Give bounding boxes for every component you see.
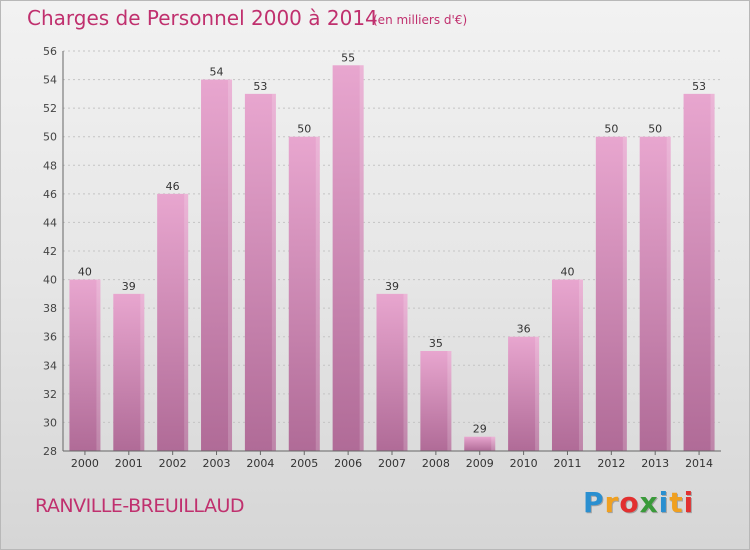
bar-2007 [376, 293, 408, 451]
bar-2008 [420, 351, 452, 451]
bars [69, 65, 715, 452]
data-label-2010: 36 [517, 323, 531, 336]
y-tick-label: 30 [43, 416, 57, 429]
y-tick-label: 44 [43, 216, 57, 229]
data-label-2013: 50 [648, 123, 662, 136]
bar-highlight [184, 193, 189, 451]
x-tick-label-2010: 2010 [510, 457, 538, 470]
y-tick-label: 28 [43, 445, 57, 458]
y-tick-label: 56 [43, 45, 57, 58]
y-tick-label: 38 [43, 302, 57, 315]
y-tick-label: 52 [43, 102, 57, 115]
logo-letter: i [658, 486, 670, 519]
x-tick-label-2003: 2003 [203, 457, 231, 470]
y-tick-label: 48 [43, 159, 57, 172]
bar-highlight [315, 136, 320, 451]
bar-highlight [140, 293, 145, 451]
data-label-2004: 53 [253, 80, 267, 93]
bar-2005 [288, 136, 320, 451]
bar-highlight [535, 336, 540, 451]
bar-2009 [464, 436, 496, 451]
chart-title: Charges de Personnel 2000 à 2014 [27, 6, 378, 30]
y-tick-label: 42 [43, 245, 57, 258]
x-tick-label-2005: 2005 [290, 457, 318, 470]
logo-letter: o [619, 486, 640, 519]
logo-letter: t [669, 486, 684, 519]
bar-highlight [403, 293, 408, 451]
data-label-2003: 54 [210, 66, 224, 79]
bar-2002 [157, 193, 189, 451]
data-label-2012: 50 [604, 123, 618, 136]
data-label-2001: 39 [122, 280, 136, 293]
x-tick-label-2000: 2000 [71, 457, 99, 470]
logo-letter: x [639, 486, 659, 519]
bar-2004 [244, 93, 276, 451]
logo-letter: r [604, 486, 620, 519]
chart-subtitle: (en milliers d'€) [373, 13, 468, 27]
y-tick-label: 32 [43, 388, 57, 401]
x-tick-label-2014: 2014 [685, 457, 713, 470]
bar-2001 [113, 293, 145, 451]
x-tick-label-2008: 2008 [422, 457, 450, 470]
x-tick-label-2009: 2009 [466, 457, 494, 470]
data-label-2005: 50 [297, 123, 311, 136]
x-tick-label-2002: 2002 [159, 457, 187, 470]
x-tick-label-2006: 2006 [334, 457, 362, 470]
y-tick-label: 46 [43, 188, 57, 201]
bar-2011 [551, 279, 583, 451]
logo-letter: i [683, 486, 695, 519]
bar-2003 [201, 79, 233, 452]
x-axis: 2000 2001 2002 2003 2004 2005 2006 2007 2008 2009… [71, 451, 713, 470]
bar-highlight [578, 279, 583, 451]
y-tick-label: 54 [43, 74, 57, 87]
bar-2012 [595, 136, 627, 451]
x-tick-label-2004: 2004 [246, 457, 274, 470]
bar-highlight [359, 65, 364, 452]
bar-2010 [508, 336, 540, 451]
data-label-2008: 35 [429, 337, 443, 350]
bar-2013 [639, 136, 671, 451]
data-label-2006: 55 [341, 51, 355, 64]
bar-highlight [622, 136, 627, 451]
data-label-2014: 53 [692, 80, 706, 93]
x-tick-label-2007: 2007 [378, 457, 406, 470]
bar-2006 [332, 65, 364, 452]
y-tick-label: 36 [43, 331, 57, 344]
bar-highlight [710, 93, 715, 451]
x-tick-label-2012: 2012 [597, 457, 625, 470]
bar-2000 [69, 279, 101, 451]
data-label-2007: 39 [385, 280, 399, 293]
data-label-2002: 46 [166, 180, 180, 193]
bar-highlight [96, 279, 101, 451]
bar-highlight [271, 93, 276, 451]
y-tick-label: 40 [43, 274, 57, 287]
x-tick-label-2001: 2001 [115, 457, 143, 470]
y-tick-label: 34 [43, 359, 57, 372]
logo-letter: P [583, 486, 605, 519]
data-labels: 40 39 46 54 53 50 55 39 35 29 36 40 50 50 53 [78, 51, 706, 435]
data-label-2009: 29 [473, 423, 487, 436]
bar-highlight [666, 136, 671, 451]
x-tick-label-2011: 2011 [553, 457, 581, 470]
commune-name: RANVILLE-BREUILLAUD [35, 495, 245, 517]
bar-highlight [491, 436, 496, 451]
proxiti-logo: Proxiti [583, 486, 694, 519]
x-tick-label-2013: 2013 [641, 457, 669, 470]
data-label-2011: 40 [560, 266, 574, 279]
bar-highlight [447, 351, 452, 451]
bar-2014 [683, 93, 715, 451]
data-label-2000: 40 [78, 266, 92, 279]
bar-highlight [228, 79, 233, 452]
y-tick-label: 50 [43, 131, 57, 144]
